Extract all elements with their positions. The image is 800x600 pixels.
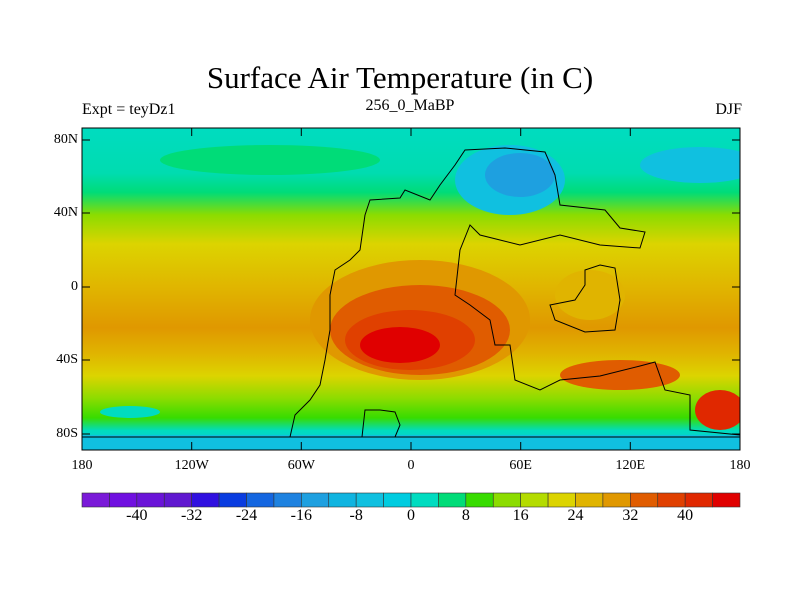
colorbar-label: 16 bbox=[512, 507, 529, 524]
colorbar-label: 40 bbox=[677, 507, 694, 524]
colorbar-swatch bbox=[218, 492, 247, 508]
colorbar-label: 0 bbox=[407, 507, 415, 524]
colorbar-label: -40 bbox=[126, 507, 148, 524]
y-tick-label: 0 bbox=[71, 279, 78, 294]
continent-outline bbox=[82, 147, 741, 438]
x-tick-label: 60E bbox=[509, 458, 532, 473]
colorbar-swatch bbox=[355, 492, 384, 508]
colorbar-swatch bbox=[383, 492, 412, 508]
y-tick-label: 40N bbox=[53, 205, 78, 220]
colorbar-label: -24 bbox=[235, 507, 258, 524]
colorbar-swatch bbox=[684, 492, 713, 508]
field-patch bbox=[695, 390, 740, 430]
colorbar-swatch bbox=[575, 492, 604, 508]
colorbar-swatch bbox=[328, 492, 357, 508]
field-patch bbox=[360, 327, 440, 363]
colorbar-swatch bbox=[657, 492, 686, 508]
colorbar-swatch bbox=[136, 492, 165, 508]
colorbar-label: -16 bbox=[290, 507, 312, 524]
colorbar-swatch bbox=[492, 492, 521, 508]
colorbar-label: -32 bbox=[180, 507, 203, 524]
y-tick-label: 40S bbox=[56, 352, 78, 367]
colorbar-swatch bbox=[191, 492, 220, 508]
season-label: DJF bbox=[715, 101, 742, 118]
colorbar-swatch bbox=[520, 492, 549, 508]
colorbar-swatch bbox=[712, 492, 741, 508]
x-tick-label: 120W bbox=[174, 458, 209, 473]
x-tick-label: 60W bbox=[287, 458, 315, 473]
axis-ticks bbox=[82, 128, 740, 450]
field-patch bbox=[640, 147, 740, 183]
colorbar-swatch bbox=[109, 492, 138, 508]
colorbar-swatch bbox=[438, 492, 467, 508]
colorbar-label: 24 bbox=[567, 507, 584, 524]
colorbar-swatch bbox=[273, 492, 302, 508]
colorbar-swatch bbox=[81, 492, 110, 508]
x-tick-label: 120E bbox=[615, 458, 646, 473]
experiment-label: Expt = teyDz1 bbox=[82, 101, 176, 118]
y-tick-label: 80N bbox=[53, 132, 78, 147]
field-patch bbox=[560, 360, 680, 390]
colorbar-swatch bbox=[163, 492, 192, 508]
period-label: 256_0_MaBP bbox=[365, 97, 455, 114]
colorbar-swatch bbox=[547, 492, 576, 508]
field-patch bbox=[485, 153, 555, 197]
x-tick-label: 0 bbox=[407, 458, 415, 473]
colorbar-swatch bbox=[246, 492, 275, 508]
x-tick-label: 180 bbox=[729, 458, 751, 473]
plot-title: Surface Air Temperature (in C) bbox=[206, 60, 594, 95]
colorbar-label: 32 bbox=[622, 507, 639, 524]
y-tick-label: 80S bbox=[56, 426, 78, 441]
colorbar-swatch bbox=[301, 492, 330, 508]
colorbar-swatch bbox=[602, 492, 631, 508]
field-patch bbox=[160, 145, 380, 175]
colorbar-label: -8 bbox=[349, 507, 363, 524]
colorbar-swatch bbox=[410, 492, 439, 508]
colorbar-swatch bbox=[465, 492, 494, 508]
colorbar bbox=[81, 492, 741, 508]
colorbar-label: 8 bbox=[461, 507, 470, 524]
field-patch bbox=[555, 270, 625, 320]
x-tick-label: 180 bbox=[71, 458, 93, 473]
colorbar-swatch bbox=[630, 492, 659, 508]
